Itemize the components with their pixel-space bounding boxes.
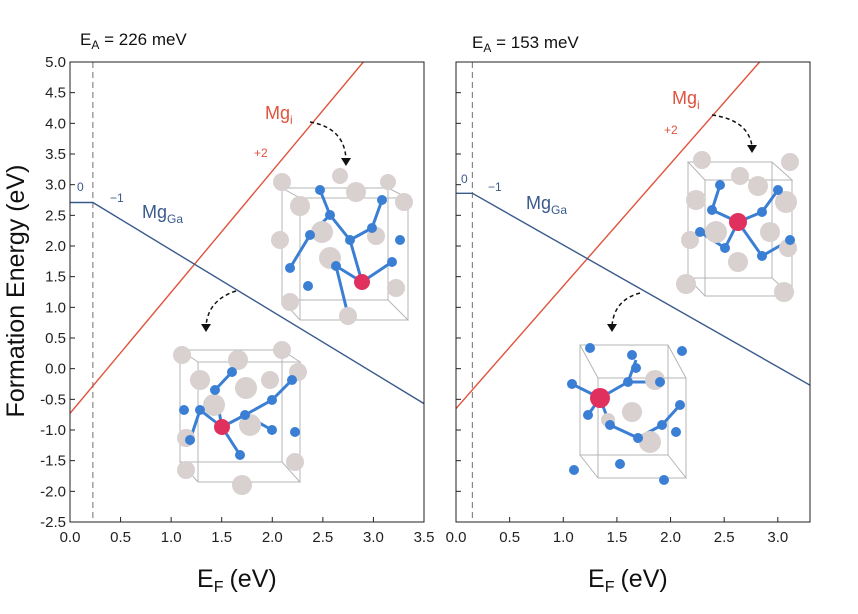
panel-left-series-mg-ga-line bbox=[70, 201, 424, 405]
panel-right-mg-ga-main: Mg bbox=[526, 193, 551, 213]
panel-right-title-value: = 153 meV bbox=[491, 33, 579, 52]
panel-left-x-tick-label: 0.5 bbox=[110, 529, 131, 546]
panel-right-mg-i-charge: +2 bbox=[664, 123, 678, 137]
panel-right-x-tick-label: 3.0 bbox=[767, 529, 788, 546]
panel-right-plot bbox=[455, 61, 811, 523]
panel-right-mg-ga-charge-minus1: −1 bbox=[488, 180, 502, 194]
panel-right-xlabel-unit: (eV) bbox=[620, 565, 667, 593]
mg-atom-icon bbox=[214, 419, 230, 435]
panel-left-series-mg-i-line bbox=[70, 62, 364, 414]
panel-left-arrow-head-2 bbox=[201, 324, 211, 332]
panel-right-mg-ga-charge-0: 0 bbox=[461, 172, 468, 186]
panel-left-mg-ga-charge-0: 0 bbox=[77, 180, 84, 194]
panel-left-mg-ga-charge-minus1: −1 bbox=[110, 191, 124, 205]
panel-left-mg-ga-main: Mg bbox=[142, 202, 167, 222]
panel-left-y-tick-label: 3.0 bbox=[45, 177, 66, 194]
panel-left-y-tick-label: 1.5 bbox=[45, 269, 66, 286]
panel-left-arrow-to-mg-ga-structure bbox=[205, 290, 237, 327]
panel-left-y-tick-label: -2.0 bbox=[40, 483, 66, 500]
panel-left-x-tick-label: 2.5 bbox=[312, 529, 333, 546]
mg-atom-icon bbox=[729, 213, 747, 231]
panel-left-y-tick-label: 3.5 bbox=[45, 146, 66, 163]
panel-left-y-tick-label: -2.5 bbox=[40, 514, 66, 531]
panel-left-frame bbox=[69, 61, 425, 523]
panel-left-mg-ga-sub: Ga bbox=[167, 212, 183, 226]
panel-right-mg-i-label: Mgi bbox=[672, 88, 700, 112]
y-axis-title: Formation Energy (eV) bbox=[2, 165, 30, 418]
panel-left-title: EA = 226 meV bbox=[80, 30, 187, 52]
panel-left-y-tick-label: 2.0 bbox=[45, 238, 66, 255]
panel-right-x-tick-label: 1.5 bbox=[606, 529, 627, 546]
panel-right-arrow-head-2 bbox=[607, 324, 617, 332]
panel-left-y-tick-label: 1.0 bbox=[45, 299, 66, 316]
panel-left-x-tick-label: 1.0 bbox=[161, 529, 182, 546]
panel-right-mg-i-structure bbox=[676, 151, 799, 302]
panel-right-x-tick-label: 2.0 bbox=[660, 529, 681, 546]
panel-left-y-tick-label: 0.5 bbox=[45, 330, 66, 347]
panel-left-xlabel-main: E bbox=[197, 565, 214, 593]
panel-right-series-mg-ga-line bbox=[456, 192, 810, 386]
panel-right-mg-i-sub: i bbox=[697, 98, 700, 112]
panel-right: EA = 153 meV 0.0 0.5 1.0 1.5 2.0 2.5 3.0 Mgi +… bbox=[446, 33, 811, 546]
panel-right-ticks: 0.0 0.5 1.0 1.5 2.0 2.5 3.0 bbox=[446, 61, 788, 546]
panel-left: EA = 226 meV 0.0 0.5 1.0 1.5 2.0 2.5 3.0 3.5 -2.… bbox=[40, 30, 434, 546]
panel-left-y-tick-label: 4.0 bbox=[45, 115, 66, 132]
panel-left-mg-i-sub: i bbox=[290, 113, 293, 127]
panel-left-x-tick-label: 1.5 bbox=[211, 529, 232, 546]
panel-left-x-axis-title: EF (eV) bbox=[197, 565, 277, 596]
panel-right-arrow-head-1 bbox=[747, 145, 757, 153]
panel-right-mg-ga-sub: Ga bbox=[551, 203, 567, 217]
mg-atom-icon bbox=[354, 274, 370, 290]
panel-left-arrow-head-1 bbox=[341, 158, 351, 166]
panel-left-xlabel-sub: F bbox=[214, 579, 224, 596]
panel-left-y-tick-label: -0.5 bbox=[40, 391, 66, 408]
panel-right-arrow-to-mg-i-structure bbox=[711, 114, 753, 147]
panel-right-x-tick-label: 0.0 bbox=[446, 529, 467, 546]
panel-left-y-tick-label: -1.5 bbox=[40, 453, 66, 470]
mg-atom-icon bbox=[590, 388, 610, 408]
panel-left-mg-i-label: Mgi bbox=[265, 103, 293, 127]
panel-left-plot bbox=[69, 61, 425, 523]
panel-right-x-tick-label: 0.5 bbox=[499, 529, 520, 546]
panel-left-y-tick-label: 0.0 bbox=[45, 361, 66, 378]
panel-right-mg-i-main: Mg bbox=[672, 88, 697, 108]
panel-left-x-tick-label: 0.0 bbox=[60, 529, 81, 546]
panel-left-x-tick-label: 3.5 bbox=[414, 529, 435, 546]
panel-left-y-tick-label: -1.0 bbox=[40, 422, 66, 439]
panel-right-mg-ga-structure bbox=[567, 343, 688, 485]
panel-left-arrow-to-mg-i-structure bbox=[309, 121, 347, 161]
panel-right-title: EA = 153 meV bbox=[472, 33, 579, 55]
panel-left-y-tick-label: 2.5 bbox=[45, 207, 66, 224]
panel-left-y-tick-label: 5.0 bbox=[45, 54, 66, 71]
panel-left-ticks: 0.0 0.5 1.0 1.5 2.0 2.5 3.0 3.5 -2.5 -2.0 -1.5 -1.0… bbox=[40, 54, 434, 546]
panel-right-x-tick-label: 1.0 bbox=[553, 529, 574, 546]
panel-right-series-mg-i-line bbox=[456, 62, 761, 409]
panel-left-mg-i-charge: +2 bbox=[254, 146, 268, 160]
panel-left-mg-ga-label: MgGa bbox=[142, 202, 183, 226]
panel-right-x-axis-title: EF (eV) bbox=[588, 565, 668, 596]
panel-right-x-tick-label: 2.5 bbox=[714, 529, 735, 546]
panel-right-frame bbox=[455, 61, 811, 523]
panel-right-arrow-to-mg-ga-structure bbox=[611, 292, 641, 327]
panel-left-y-tick-label: 4.5 bbox=[45, 85, 66, 102]
panel-left-mg-i-main: Mg bbox=[265, 103, 290, 123]
panel-left-title-main: E bbox=[80, 30, 91, 49]
panel-right-mg-ga-label: MgGa bbox=[526, 193, 567, 217]
panel-left-x-tick-label: 3.0 bbox=[363, 529, 384, 546]
panel-left-mg-ga-structure bbox=[173, 341, 307, 495]
panel-left-x-tick-label: 2.0 bbox=[262, 529, 283, 546]
panel-right-title-main: E bbox=[472, 33, 483, 52]
panel-left-xlabel-unit: (eV) bbox=[229, 565, 276, 593]
panel-left-mg-i-structure bbox=[271, 168, 413, 325]
panel-left-title-value: = 226 meV bbox=[99, 30, 187, 49]
panel-right-xlabel-sub: F bbox=[605, 579, 615, 596]
panel-right-title-sub: A bbox=[483, 41, 491, 55]
panel-right-xlabel-main: E bbox=[588, 565, 605, 593]
panel-left-title-sub: A bbox=[91, 38, 99, 52]
